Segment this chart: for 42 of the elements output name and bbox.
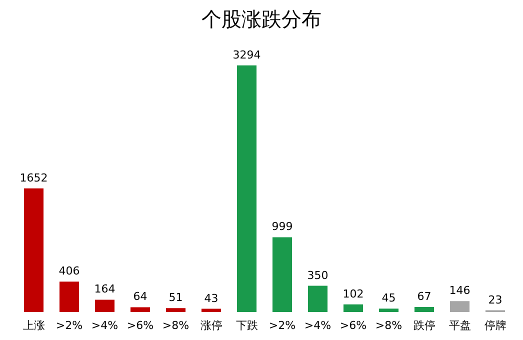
data-label: 1652 [20,171,48,184]
x-tick-label: 停牌 [484,319,506,332]
x-tick-label: 跌停 [413,319,436,332]
data-label: 164 [94,282,116,296]
data-label: 67 [417,290,432,303]
chart-title: 个股涨跌分布 [202,7,322,31]
bar [201,308,222,312]
bar [450,301,470,312]
bar [24,188,44,312]
data-label: 102 [342,287,364,300]
data-label: 45 [382,292,396,305]
x-tick-label: >8% [162,319,190,332]
data-label: 43 [204,292,218,305]
data-label: 999 [272,220,293,234]
x-tick-label: >6% [126,319,154,332]
x-tick-label: >2% [56,319,83,332]
data-label: 3294 [232,48,261,62]
data-label: 406 [58,264,80,278]
bar [343,304,364,312]
data-label: 51 [168,291,183,304]
x-tick-label: 上涨 [22,319,45,332]
x-tick-label: >4% [304,319,332,332]
bar [166,308,186,312]
bar [414,306,434,312]
x-tick-label: >6% [340,319,367,332]
bar [236,65,257,312]
bar [59,282,80,312]
data-label: 350 [307,268,328,282]
x-tick-label: >2% [268,319,296,332]
x-tick-label: >8% [375,319,402,332]
x-tick-label: 涨停 [200,319,222,332]
data-label: 64 [133,290,148,304]
x-tick-label: 平盘 [448,319,471,332]
bar [272,237,292,312]
data-label: 23 [488,293,502,306]
bar [308,286,328,312]
bar [378,308,399,312]
x-tick-label: 下跌 [236,319,258,332]
bar [130,307,150,312]
x-tick-label: >4% [91,319,118,332]
bar [94,300,115,312]
data-label: 146 [449,284,470,298]
